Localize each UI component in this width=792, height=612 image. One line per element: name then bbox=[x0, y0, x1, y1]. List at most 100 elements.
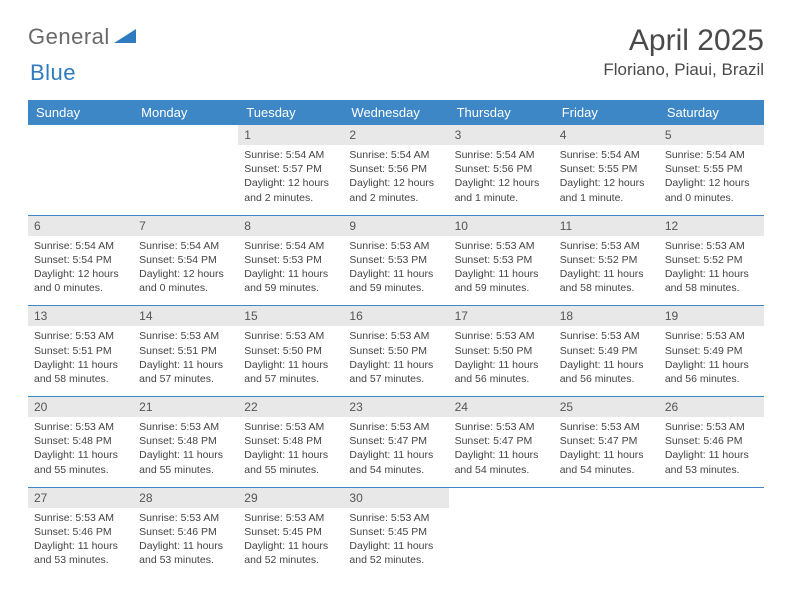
sunset-text: Sunset: 5:49 PM bbox=[560, 344, 653, 358]
day-number: 24 bbox=[449, 397, 554, 417]
sunset-text: Sunset: 5:47 PM bbox=[560, 434, 653, 448]
sunset-text: Sunset: 5:48 PM bbox=[139, 434, 232, 448]
calendar-day bbox=[554, 487, 659, 577]
day-header-row: Sunday Monday Tuesday Wednesday Thursday… bbox=[28, 100, 764, 125]
daylight-text: Daylight: 11 hours and 59 minutes. bbox=[455, 267, 548, 295]
day-number: 11 bbox=[554, 216, 659, 236]
daylight-text: Daylight: 12 hours and 2 minutes. bbox=[349, 176, 442, 204]
daylight-text: Daylight: 12 hours and 0 minutes. bbox=[665, 176, 758, 204]
daylight-text: Daylight: 11 hours and 55 minutes. bbox=[34, 448, 127, 476]
calendar-day: 4Sunrise: 5:54 AMSunset: 5:55 PMDaylight… bbox=[554, 125, 659, 215]
sunrise-text: Sunrise: 5:54 AM bbox=[455, 148, 548, 162]
calendar-day: 18Sunrise: 5:53 AMSunset: 5:49 PMDayligh… bbox=[554, 306, 659, 397]
calendar-day: 28Sunrise: 5:53 AMSunset: 5:46 PMDayligh… bbox=[133, 487, 238, 577]
calendar-day bbox=[28, 125, 133, 215]
day-number: 3 bbox=[449, 125, 554, 145]
sunset-text: Sunset: 5:54 PM bbox=[34, 253, 127, 267]
day-number: 19 bbox=[659, 306, 764, 326]
calendar-day: 13Sunrise: 5:53 AMSunset: 5:51 PMDayligh… bbox=[28, 306, 133, 397]
calendar-day: 26Sunrise: 5:53 AMSunset: 5:46 PMDayligh… bbox=[659, 397, 764, 488]
day-details: Sunrise: 5:54 AMSunset: 5:54 PMDaylight:… bbox=[133, 236, 238, 306]
daylight-text: Daylight: 11 hours and 56 minutes. bbox=[560, 358, 653, 386]
daylight-text: Daylight: 11 hours and 59 minutes. bbox=[244, 267, 337, 295]
day-number: 13 bbox=[28, 306, 133, 326]
day-details: Sunrise: 5:54 AMSunset: 5:56 PMDaylight:… bbox=[343, 145, 448, 215]
sunrise-text: Sunrise: 5:53 AM bbox=[244, 511, 337, 525]
day-number: 12 bbox=[659, 216, 764, 236]
sunset-text: Sunset: 5:47 PM bbox=[455, 434, 548, 448]
day-details: Sunrise: 5:53 AMSunset: 5:47 PMDaylight:… bbox=[449, 417, 554, 487]
sunrise-text: Sunrise: 5:53 AM bbox=[139, 329, 232, 343]
calendar-day: 5Sunrise: 5:54 AMSunset: 5:55 PMDaylight… bbox=[659, 125, 764, 215]
col-monday: Monday bbox=[133, 100, 238, 125]
sunset-text: Sunset: 5:48 PM bbox=[244, 434, 337, 448]
sunset-text: Sunset: 5:48 PM bbox=[34, 434, 127, 448]
sunset-text: Sunset: 5:46 PM bbox=[139, 525, 232, 539]
daylight-text: Daylight: 11 hours and 53 minutes. bbox=[34, 539, 127, 567]
daylight-text: Daylight: 11 hours and 54 minutes. bbox=[349, 448, 442, 476]
day-details: Sunrise: 5:53 AMSunset: 5:48 PMDaylight:… bbox=[238, 417, 343, 487]
calendar-day: 1Sunrise: 5:54 AMSunset: 5:57 PMDaylight… bbox=[238, 125, 343, 215]
calendar-day: 16Sunrise: 5:53 AMSunset: 5:50 PMDayligh… bbox=[343, 306, 448, 397]
day-number: 28 bbox=[133, 488, 238, 508]
day-details: Sunrise: 5:53 AMSunset: 5:46 PMDaylight:… bbox=[659, 417, 764, 487]
day-details bbox=[449, 494, 554, 559]
daylight-text: Daylight: 11 hours and 52 minutes. bbox=[349, 539, 442, 567]
calendar-day: 27Sunrise: 5:53 AMSunset: 5:46 PMDayligh… bbox=[28, 487, 133, 577]
day-details: Sunrise: 5:53 AMSunset: 5:45 PMDaylight:… bbox=[343, 508, 448, 578]
logo-word1: General bbox=[28, 24, 110, 50]
day-number: 21 bbox=[133, 397, 238, 417]
sunrise-text: Sunrise: 5:53 AM bbox=[34, 511, 127, 525]
calendar-day: 20Sunrise: 5:53 AMSunset: 5:48 PMDayligh… bbox=[28, 397, 133, 488]
sunrise-text: Sunrise: 5:53 AM bbox=[349, 420, 442, 434]
day-number: 26 bbox=[659, 397, 764, 417]
day-number: 25 bbox=[554, 397, 659, 417]
day-details: Sunrise: 5:53 AMSunset: 5:48 PMDaylight:… bbox=[133, 417, 238, 487]
day-details: Sunrise: 5:53 AMSunset: 5:52 PMDaylight:… bbox=[554, 236, 659, 306]
sunset-text: Sunset: 5:46 PM bbox=[34, 525, 127, 539]
sunset-text: Sunset: 5:45 PM bbox=[244, 525, 337, 539]
sunset-text: Sunset: 5:54 PM bbox=[139, 253, 232, 267]
day-number: 6 bbox=[28, 216, 133, 236]
day-number: 2 bbox=[343, 125, 448, 145]
col-friday: Friday bbox=[554, 100, 659, 125]
sunrise-text: Sunrise: 5:53 AM bbox=[560, 239, 653, 253]
day-number: 9 bbox=[343, 216, 448, 236]
day-details bbox=[28, 131, 133, 196]
day-number: 23 bbox=[343, 397, 448, 417]
calendar-week: 27Sunrise: 5:53 AMSunset: 5:46 PMDayligh… bbox=[28, 487, 764, 577]
day-number: 8 bbox=[238, 216, 343, 236]
sunset-text: Sunset: 5:52 PM bbox=[560, 253, 653, 267]
day-details: Sunrise: 5:54 AMSunset: 5:55 PMDaylight:… bbox=[659, 145, 764, 215]
sunset-text: Sunset: 5:50 PM bbox=[244, 344, 337, 358]
sunrise-text: Sunrise: 5:53 AM bbox=[665, 239, 758, 253]
sunset-text: Sunset: 5:46 PM bbox=[665, 434, 758, 448]
calendar-day: 12Sunrise: 5:53 AMSunset: 5:52 PMDayligh… bbox=[659, 215, 764, 306]
daylight-text: Daylight: 11 hours and 56 minutes. bbox=[665, 358, 758, 386]
col-sunday: Sunday bbox=[28, 100, 133, 125]
day-number: 30 bbox=[343, 488, 448, 508]
day-number: 15 bbox=[238, 306, 343, 326]
day-number: 10 bbox=[449, 216, 554, 236]
daylight-text: Daylight: 11 hours and 58 minutes. bbox=[665, 267, 758, 295]
sunrise-text: Sunrise: 5:54 AM bbox=[560, 148, 653, 162]
sunrise-text: Sunrise: 5:54 AM bbox=[139, 239, 232, 253]
day-details: Sunrise: 5:54 AMSunset: 5:54 PMDaylight:… bbox=[28, 236, 133, 306]
calendar-day: 9Sunrise: 5:53 AMSunset: 5:53 PMDaylight… bbox=[343, 215, 448, 306]
sunrise-text: Sunrise: 5:53 AM bbox=[349, 511, 442, 525]
day-details: Sunrise: 5:53 AMSunset: 5:49 PMDaylight:… bbox=[659, 326, 764, 396]
daylight-text: Daylight: 11 hours and 54 minutes. bbox=[560, 448, 653, 476]
logo-word2: Blue bbox=[30, 60, 76, 85]
daylight-text: Daylight: 11 hours and 53 minutes. bbox=[139, 539, 232, 567]
calendar-week: 20Sunrise: 5:53 AMSunset: 5:48 PMDayligh… bbox=[28, 397, 764, 488]
sunrise-text: Sunrise: 5:53 AM bbox=[665, 329, 758, 343]
location: Floriano, Piaui, Brazil bbox=[603, 60, 764, 80]
day-details: Sunrise: 5:54 AMSunset: 5:53 PMDaylight:… bbox=[238, 236, 343, 306]
col-thursday: Thursday bbox=[449, 100, 554, 125]
sunrise-text: Sunrise: 5:53 AM bbox=[244, 329, 337, 343]
day-number: 4 bbox=[554, 125, 659, 145]
day-details: Sunrise: 5:53 AMSunset: 5:45 PMDaylight:… bbox=[238, 508, 343, 578]
sunrise-text: Sunrise: 5:54 AM bbox=[244, 148, 337, 162]
day-details: Sunrise: 5:54 AMSunset: 5:55 PMDaylight:… bbox=[554, 145, 659, 215]
sunset-text: Sunset: 5:51 PM bbox=[34, 344, 127, 358]
